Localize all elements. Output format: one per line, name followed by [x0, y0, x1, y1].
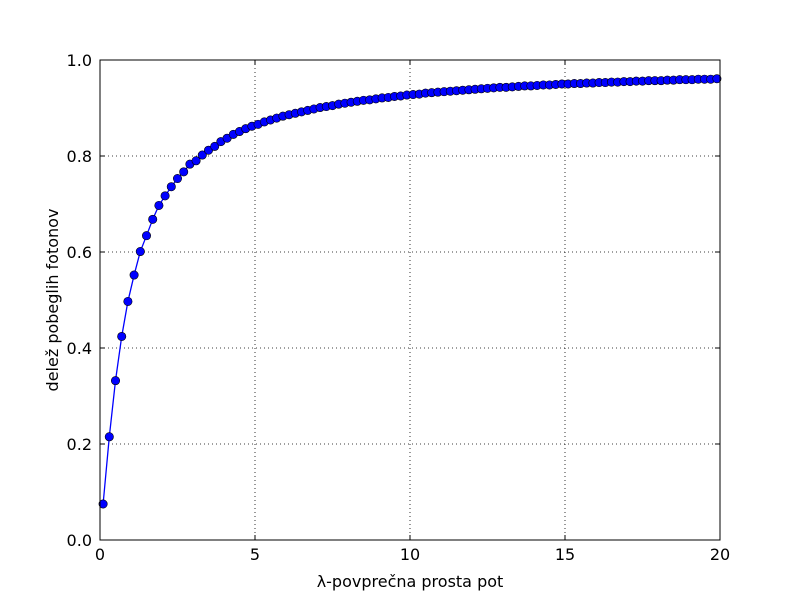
data-point: [104, 432, 114, 442]
ticks-layer: [99, 59, 721, 541]
x-tick-label: 0: [95, 545, 105, 564]
data-point: [135, 247, 145, 257]
data-point: [173, 174, 183, 184]
data-point: [712, 74, 722, 84]
data-point: [98, 499, 108, 509]
data-point: [142, 231, 152, 241]
data-point: [117, 331, 127, 341]
data-point: [197, 150, 207, 160]
x-axis-label: λ-povprečna prosta pot: [317, 572, 504, 591]
series-layer: [98, 74, 722, 509]
tick-labels: 0 5 10 15 20 0.0 0.2 0.4 0.6 0.8 1.0: [67, 51, 731, 564]
y-tick-label: 0.6: [67, 243, 92, 262]
data-point: [191, 156, 201, 166]
data-point: [129, 270, 139, 280]
y-tick-label: 1.0: [67, 51, 92, 70]
data-point: [111, 376, 121, 386]
y-tick-label: 0.0: [67, 531, 92, 550]
y-tick-label: 0.8: [67, 147, 92, 166]
data-point: [166, 182, 176, 192]
data-point: [160, 191, 170, 201]
grid-layer: [100, 60, 720, 540]
y-tick-label: 0.4: [67, 339, 92, 358]
x-tick-label: 20: [710, 545, 730, 564]
y-axis-label: delež pobeglih fotonov: [43, 209, 62, 392]
x-tick-label: 5: [250, 545, 260, 564]
data-point: [179, 167, 189, 177]
x-tick-label: 10: [400, 545, 420, 564]
data-point: [210, 141, 220, 151]
y-tick-label: 0.2: [67, 435, 92, 454]
data-point: [148, 214, 158, 224]
data-point: [123, 296, 133, 306]
x-tick-label: 15: [555, 545, 575, 564]
data-point: [154, 200, 164, 210]
